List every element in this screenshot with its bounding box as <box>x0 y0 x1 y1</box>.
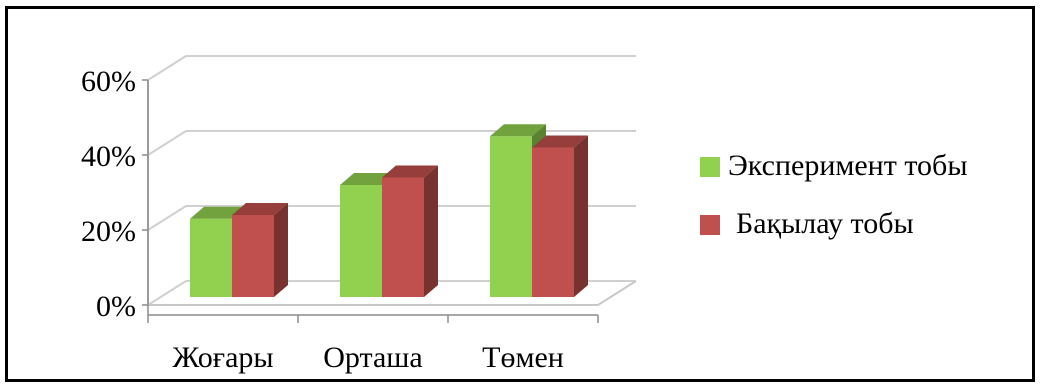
y-tick-label: 20% <box>81 215 136 248</box>
bar-front <box>340 185 382 297</box>
bar-front <box>232 215 274 297</box>
gridline-diagonal <box>147 130 187 156</box>
x-tick-label: Жоғары <box>172 341 273 374</box>
legend-label: Эксперимент тобы <box>728 149 967 182</box>
y-tick-label: 40% <box>81 140 136 173</box>
gridline-diagonal <box>147 205 187 231</box>
bar-front <box>490 136 532 297</box>
legend-label: Бақылау тобы <box>736 207 914 240</box>
bar-front <box>190 218 232 297</box>
bar-top <box>490 124 546 137</box>
bar-top <box>232 203 288 215</box>
bar-side <box>574 135 588 297</box>
x-tick-label: Орташа <box>323 341 422 374</box>
bar-top <box>382 165 438 178</box>
gridline-diagonal <box>147 55 187 81</box>
y-tick-label: 60% <box>81 65 136 98</box>
bar-front <box>382 177 424 297</box>
legend-swatch <box>700 157 720 177</box>
bar-side <box>274 203 288 297</box>
y-tick-label: 0% <box>96 290 136 323</box>
x-tick-label: Төмен <box>482 341 564 374</box>
floor-side-edge <box>597 280 637 306</box>
bar-front <box>532 147 574 297</box>
bar-side <box>424 165 438 297</box>
bar-top <box>532 135 588 148</box>
legend-swatch <box>700 215 720 235</box>
gridline-diagonal <box>147 280 187 306</box>
